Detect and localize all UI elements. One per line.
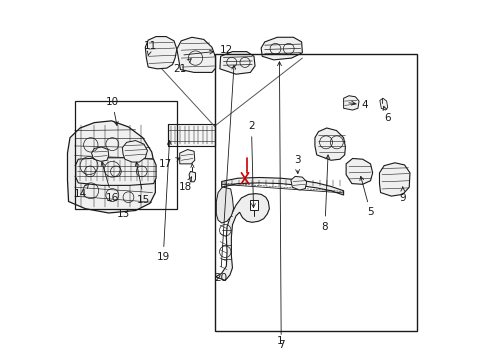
Polygon shape [146,37,177,69]
Polygon shape [168,125,215,146]
Text: 21: 21 [173,59,191,74]
Polygon shape [191,44,205,62]
Text: 1: 1 [276,336,283,346]
Polygon shape [261,37,302,60]
Text: 12: 12 [184,45,233,55]
Bar [74,101,177,209]
Text: 19: 19 [157,141,171,262]
Polygon shape [122,140,147,162]
Polygon shape [216,194,270,280]
Text: 8: 8 [321,155,330,231]
Text: 17: 17 [159,158,180,169]
Polygon shape [177,37,216,72]
Polygon shape [220,51,255,74]
Text: 10: 10 [106,97,119,125]
Text: 13: 13 [117,209,130,219]
Polygon shape [92,147,109,161]
Text: 2: 2 [248,121,255,207]
Text: 5: 5 [360,176,374,217]
Text: 3: 3 [294,155,300,174]
Polygon shape [76,158,156,185]
Text: 16: 16 [101,162,119,203]
Polygon shape [343,96,359,110]
Bar [215,54,417,330]
Text: 20: 20 [214,66,236,283]
Polygon shape [346,158,373,184]
Polygon shape [68,121,155,213]
Polygon shape [380,98,388,110]
Text: 18: 18 [179,177,193,192]
Polygon shape [379,163,410,196]
Polygon shape [216,187,234,223]
Polygon shape [315,128,345,160]
Polygon shape [291,176,307,190]
Bar [250,200,258,211]
Polygon shape [189,171,196,182]
Text: 4: 4 [349,100,368,110]
Text: 6: 6 [383,106,391,123]
Text: 14: 14 [74,184,89,199]
Polygon shape [221,177,343,195]
Text: 11: 11 [144,41,157,56]
Text: 7: 7 [277,62,285,350]
Text: 9: 9 [399,187,406,203]
Polygon shape [180,149,195,164]
Text: 15: 15 [135,162,150,205]
